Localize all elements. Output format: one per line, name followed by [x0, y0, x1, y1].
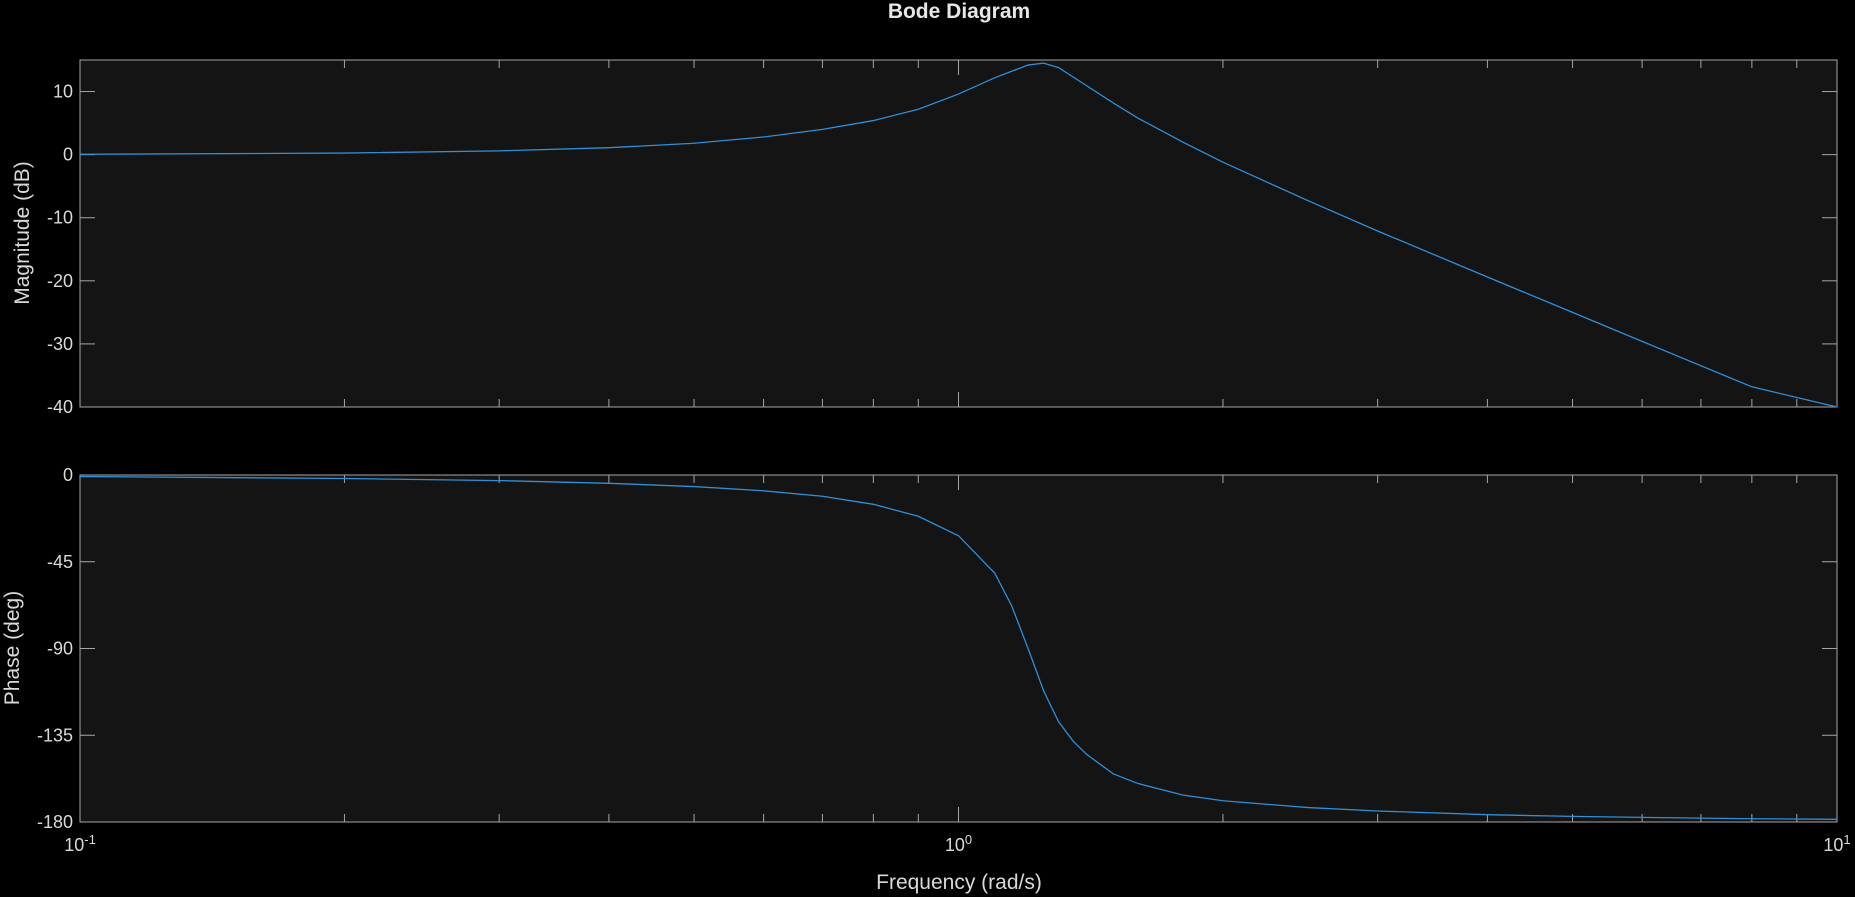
y-tick-label: -20 — [47, 271, 73, 291]
y-tick-label: -180 — [37, 812, 73, 832]
x-tick-label: 10-1 — [64, 832, 96, 855]
magnitude-axis-label: Magnitude (dB) — [11, 161, 34, 305]
phase-series-line — [79, 475, 1838, 820]
phase-ticks: 0 -45 -90 -135 -180 — [37, 465, 1837, 832]
y-tick-label: -30 — [47, 334, 73, 354]
phase-axes: 0 -45 -90 -135 -180 — [37, 465, 1838, 832]
magnitude-axes: 10 0 -10 -20 -30 -40 — [47, 59, 1838, 417]
y-tick-label: -10 — [47, 208, 73, 228]
y-tick-label: -135 — [37, 725, 73, 745]
chart-title: Bode Diagram — [888, 0, 1030, 23]
y-tick-label: 0 — [63, 465, 73, 485]
x-tick-label: 100 — [945, 832, 972, 855]
x-tick-label: 101 — [1823, 832, 1850, 855]
magnitude-plot-area — [79, 59, 1838, 408]
y-tick-label: 0 — [63, 145, 73, 165]
y-tick-label: 10 — [53, 82, 73, 102]
phase-plot-area — [79, 474, 1838, 823]
frequency-tick-labels: 10-1 100 101 — [64, 832, 1850, 855]
frequency-axis-label: Frequency (rad/s) — [876, 871, 1042, 894]
phase-axis-label: Phase (deg) — [1, 591, 24, 705]
y-tick-label: -90 — [47, 639, 73, 659]
y-tick-label: -40 — [47, 397, 73, 417]
y-tick-label: -45 — [47, 552, 73, 572]
magnitude-ticks: 10 0 -10 -20 -30 -40 — [47, 60, 1837, 417]
magnitude-series-line — [79, 62, 1838, 408]
